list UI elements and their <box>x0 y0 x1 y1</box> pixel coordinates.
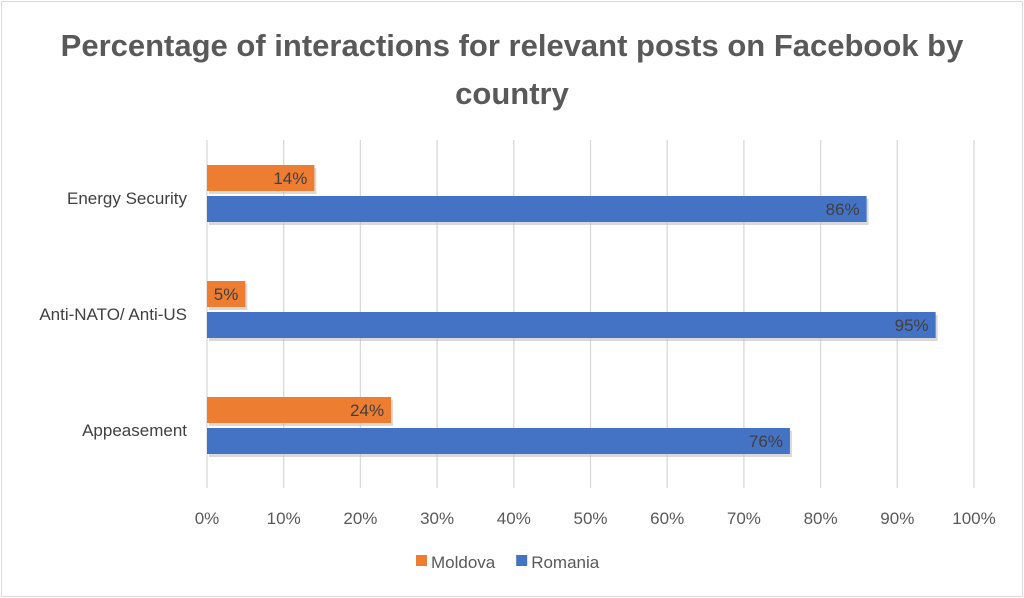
x-tick-label: 100% <box>952 509 995 528</box>
x-tick-label: 50% <box>573 509 607 528</box>
legend-swatch-romania <box>516 555 528 566</box>
legend-swatch-moldova <box>416 555 427 566</box>
data-label: 76% <box>749 432 783 451</box>
x-tick-label: 90% <box>880 509 914 528</box>
x-tick-label: 20% <box>343 509 377 528</box>
data-label: 5% <box>214 285 239 304</box>
data-label: 95% <box>895 316 929 335</box>
data-label: 14% <box>273 169 307 188</box>
category-label: Appeasement <box>82 421 187 440</box>
bar-romania <box>207 428 790 454</box>
legend-label: Romania <box>531 553 600 572</box>
data-label: 86% <box>826 200 860 219</box>
category-label: Energy Security <box>67 189 187 208</box>
category-label: Anti-NATO/ Anti-US <box>39 305 187 324</box>
bar-romania <box>207 312 936 338</box>
chart-title: Percentage of interactions for relevant … <box>60 28 964 111</box>
x-tick-label: 40% <box>497 509 531 528</box>
bar-romania <box>207 196 867 222</box>
bar-moldova <box>207 281 246 307</box>
legend-label: Moldova <box>431 553 496 572</box>
bar-moldova <box>207 397 392 423</box>
x-tick-label: 30% <box>420 509 454 528</box>
bar-moldova <box>207 165 315 191</box>
x-tick-label: 0% <box>195 509 220 528</box>
x-tick-label: 70% <box>727 509 761 528</box>
data-label: 24% <box>350 401 384 420</box>
x-tick-label: 80% <box>804 509 838 528</box>
x-tick-label: 10% <box>267 509 301 528</box>
x-tick-label: 60% <box>650 509 684 528</box>
